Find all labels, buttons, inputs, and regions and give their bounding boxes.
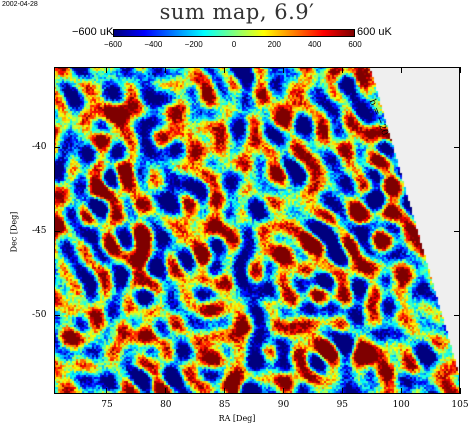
colorbar-tick-label: −600 — [103, 40, 123, 49]
colorbar-tick-label: −200 — [184, 40, 203, 49]
y-tick-mark — [454, 146, 460, 148]
x-tick-mark — [165, 67, 167, 73]
y-tick-mark — [54, 314, 60, 316]
x-tick-mark — [341, 67, 343, 73]
y-tick-mark — [54, 230, 60, 232]
x-tick-mark — [400, 67, 402, 73]
y-tick-label: -40 — [32, 142, 47, 153]
x-tick-mark — [282, 388, 284, 394]
x-tick-label: 85 — [218, 400, 231, 410]
x-tick-label: 95 — [336, 400, 349, 410]
y-tick-mark — [454, 314, 460, 316]
x-tick-mark — [224, 388, 226, 394]
x-tick-mark — [282, 67, 284, 73]
x-tick-mark — [400, 388, 402, 394]
y-tick-mark — [54, 146, 60, 148]
x-tick-label: 90 — [277, 400, 290, 410]
colorbar-min-label: −600 uK — [72, 26, 114, 38]
y-tick-label: -50 — [32, 310, 47, 321]
colorbar-tick-label: 200 — [267, 40, 282, 49]
colorbar-tick-label: 400 — [307, 40, 322, 49]
x-tick-label: 105 — [451, 400, 469, 410]
x-tick-mark — [459, 388, 461, 394]
date-stamp: 2002-04-28 — [2, 1, 38, 8]
x-tick-mark — [341, 388, 343, 394]
y-tick-label: -45 — [32, 226, 47, 237]
x-tick-label: 75 — [101, 400, 113, 410]
x-tick-mark — [106, 388, 108, 394]
y-tick-mark — [454, 230, 460, 232]
sky-map-heatmap — [54, 67, 460, 394]
y-axis-label: Dec [Deg] — [9, 211, 19, 253]
x-tick-label: 100 — [392, 400, 410, 410]
colorbar-max-label: 600 uK — [357, 26, 392, 38]
chart-title: sum map, 6.9′ — [159, 0, 315, 24]
colorbar-tick-label: −400 — [144, 40, 163, 49]
colorbar-tick-label: 600 — [348, 40, 362, 49]
colorbar-tick-label: 0 — [231, 40, 237, 49]
x-tick-mark — [106, 67, 108, 73]
x-tick-label: 80 — [160, 400, 172, 410]
x-tick-mark — [459, 67, 461, 73]
x-axis-label: RA [Deg] — [218, 414, 256, 423]
x-tick-mark — [165, 388, 167, 394]
x-tick-mark — [224, 67, 226, 73]
colorbar — [113, 29, 355, 37]
